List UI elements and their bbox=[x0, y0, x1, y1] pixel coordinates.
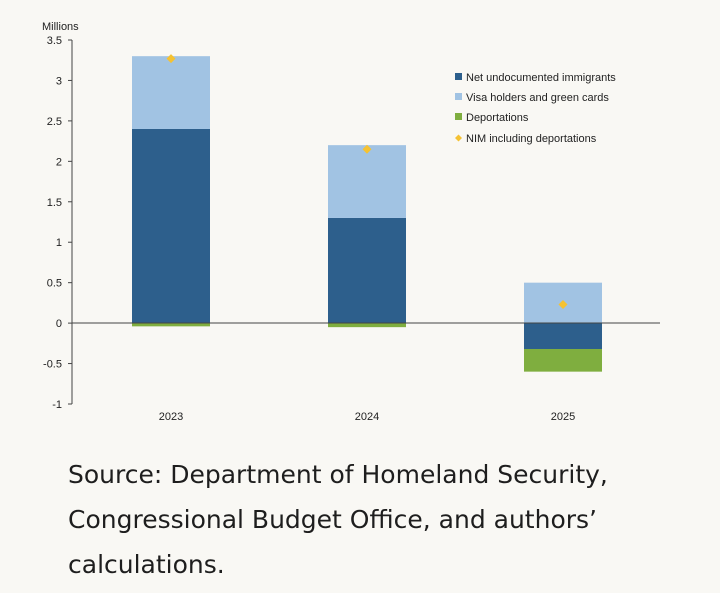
bar-visa-holders-and-green-cards-2023 bbox=[132, 56, 210, 129]
bar-deportations-2025 bbox=[524, 348, 602, 372]
x-tick-label-2023: 2023 bbox=[159, 411, 183, 423]
y-tick-label: 2 bbox=[56, 156, 62, 168]
nim-point-2023 bbox=[166, 54, 176, 64]
y-tick-label: 1.5 bbox=[47, 197, 62, 209]
legend-marker-nim bbox=[455, 134, 462, 142]
y-tick-label: 1 bbox=[56, 237, 62, 249]
bar-deportations-2023 bbox=[132, 323, 210, 327]
legend-label-deportations: Deportations bbox=[466, 112, 529, 124]
y-tick-label: 0.5 bbox=[47, 278, 62, 290]
source-line-3: calculations. bbox=[68, 550, 225, 579]
bars bbox=[132, 56, 602, 372]
legend-label-net-undocumented: Net undocumented immigrants bbox=[466, 72, 616, 84]
bar-net-undocumented-immigrants-2024 bbox=[328, 217, 406, 324]
x-tick-label-2025: 2025 bbox=[551, 411, 575, 423]
y-tick-label: 3.5 bbox=[47, 35, 62, 47]
chart: Millions -1 -0.5 0 0.5 1 1.5 2 2.5 3 3.5 2023 2024… bbox=[42, 21, 660, 423]
y-tick-label: 2.5 bbox=[47, 116, 62, 128]
y-tick-label: 3 bbox=[56, 75, 62, 87]
source-line-2: Congressional Budget Office, and authors… bbox=[68, 505, 597, 534]
y-tick-label: 0 bbox=[56, 318, 62, 330]
y-tick-label: -0.5 bbox=[43, 359, 62, 371]
nim-points bbox=[166, 54, 568, 310]
y-axis-ticks: -1 -0.5 0 0.5 1 1.5 2 2.5 3 3.5 bbox=[43, 35, 72, 411]
y-axis-unit-label: Millions bbox=[42, 21, 79, 33]
bar-deportations-2024 bbox=[328, 323, 406, 328]
y-tick-label: -1 bbox=[52, 399, 62, 411]
bar-net-undocumented-immigrants-2025 bbox=[524, 323, 602, 349]
bar-net-undocumented-immigrants-2023 bbox=[132, 128, 210, 324]
legend-swatch-deportations bbox=[455, 113, 462, 120]
legend: Net undocumented immigrants Visa holders… bbox=[455, 72, 616, 145]
bar-visa-holders-and-green-cards-2024 bbox=[328, 145, 406, 218]
x-axis-labels: 2023 2024 2025 bbox=[159, 411, 575, 423]
source-note: Source: Department of Homeland Security,… bbox=[68, 452, 688, 587]
source-line-1: Source: Department of Homeland Security, bbox=[68, 460, 608, 489]
nim-point-2024 bbox=[362, 144, 372, 154]
legend-swatch-visa-holders bbox=[455, 93, 462, 100]
legend-swatch-net-undocumented bbox=[455, 73, 462, 80]
nim-point-2025 bbox=[558, 300, 568, 310]
legend-label-visa-holders: Visa holders and green cards bbox=[466, 92, 609, 104]
x-tick-label-2024: 2024 bbox=[355, 411, 379, 423]
legend-label-nim: NIM including deportations bbox=[466, 133, 597, 145]
